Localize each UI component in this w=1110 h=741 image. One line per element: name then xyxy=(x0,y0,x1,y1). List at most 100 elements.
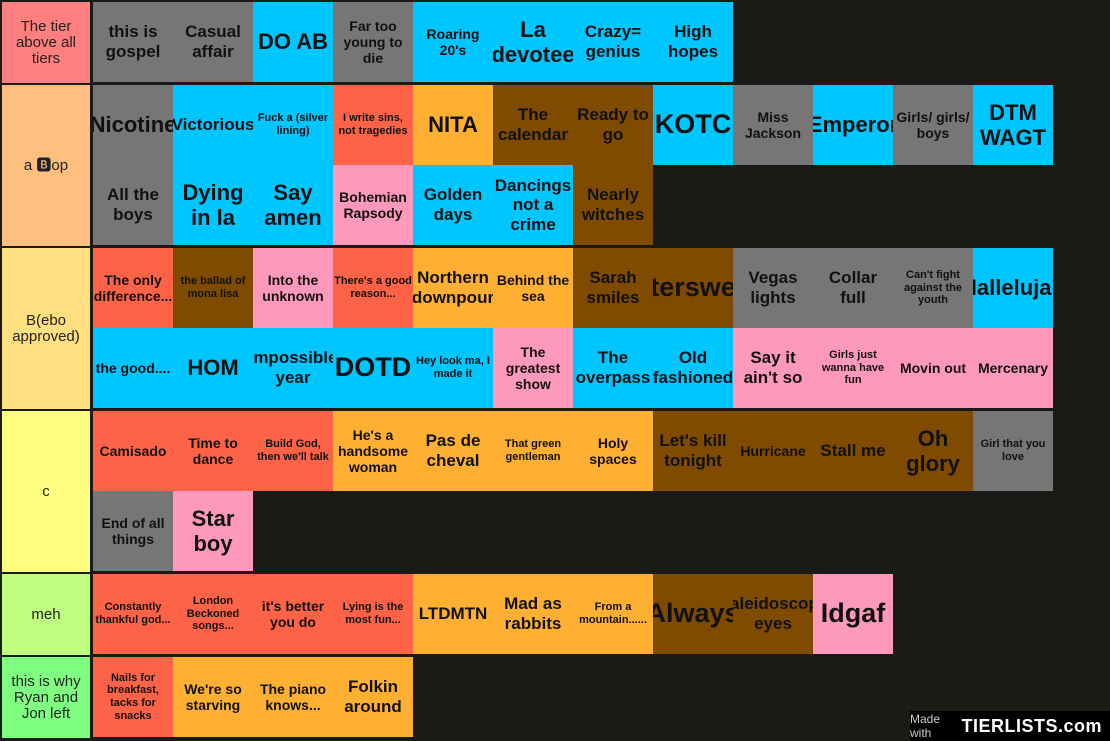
tier-items: Constantly thankful god... London Beckone… xyxy=(93,574,1110,655)
tier-items: Camisado Time to dance Build God, then we'… xyxy=(93,411,1110,572)
tier-row: this is why Ryan and Jon left Nails for b… xyxy=(0,657,1110,738)
tier-item[interactable]: LTDMTN xyxy=(413,574,493,654)
tier-item[interactable]: The piano knows... xyxy=(253,657,333,737)
tier-item[interactable]: La devotee xyxy=(493,2,573,82)
tier-items: Nicotine Victorious Fuck a (silver lining)… xyxy=(93,85,1110,246)
tier-item[interactable]: the ballad of mona lisa xyxy=(173,248,253,328)
tier-item[interactable]: Girls just wanna have fun xyxy=(813,328,893,408)
tier-item[interactable]: Girls/ girls/ boys xyxy=(893,85,973,165)
tier-item[interactable]: The only difference... xyxy=(93,248,173,328)
tier-items: this is gospel Casual affair DO AB Far too … xyxy=(93,2,1110,83)
tier-row: a 🅱op Nicotine Victorious Fuck a (silver li… xyxy=(0,85,1110,246)
tier-item[interactable]: Let's kill tonight xyxy=(653,411,733,491)
tier-item[interactable]: Mad as rabbits xyxy=(493,574,573,654)
tier-item[interactable]: From a mountain...... xyxy=(573,574,653,654)
tierlists-logo[interactable]: TIERLISTS.com xyxy=(961,715,1102,736)
tier-item[interactable]: There's a good reason... xyxy=(333,248,413,328)
tier-item[interactable]: London Beckoned songs... xyxy=(173,574,253,654)
tier-items: Nails for breakfast, tacks for snacks We'… xyxy=(93,657,1110,738)
tier-item[interactable]: Crazy= genius xyxy=(573,2,653,82)
tier-item[interactable]: Lying is the most fun... xyxy=(333,574,413,654)
tier-item[interactable]: Far too young to die xyxy=(333,2,413,82)
tier-label[interactable]: c xyxy=(2,411,90,572)
tier-item[interactable]: HOM xyxy=(173,328,253,408)
tier-item[interactable]: Constantly thankful god... xyxy=(93,574,173,654)
tier-item[interactable]: Impossible year xyxy=(253,328,333,408)
tier-item[interactable]: Star boy xyxy=(173,491,253,571)
tier-item[interactable]: Idgaf xyxy=(813,574,893,654)
tier-item[interactable]: Roaring 20's xyxy=(413,2,493,82)
tier-item[interactable]: this is gospel xyxy=(93,2,173,82)
tier-item[interactable]: Hallelujah xyxy=(973,248,1053,328)
tier-item[interactable]: Mercenary xyxy=(973,328,1053,408)
tier-item[interactable]: That green gentleman xyxy=(493,411,573,491)
tier-item[interactable]: Golden days xyxy=(413,165,493,245)
tier-item[interactable]: Old fashioned xyxy=(653,328,733,408)
tier-item[interactable]: Girl that you love xyxy=(973,411,1053,491)
made-with-text: Made with xyxy=(910,712,941,740)
tier-item[interactable]: Folkin around xyxy=(333,657,413,737)
tier-item[interactable]: Pas de cheval xyxy=(413,411,493,491)
tier-label[interactable]: a 🅱op xyxy=(2,85,90,246)
tier-item[interactable]: End of all things xyxy=(93,491,173,571)
tier-item[interactable]: Nearly witches xyxy=(573,165,653,245)
tier-item[interactable]: Kaleidoscope eyes xyxy=(733,574,813,654)
tier-item[interactable]: it's better you do xyxy=(253,574,333,654)
tier-item[interactable]: Collar full xyxy=(813,248,893,328)
tier-item[interactable]: Stall me xyxy=(813,411,893,491)
tier-item[interactable]: Victorious xyxy=(173,85,253,165)
tier-item[interactable]: KOTC xyxy=(653,85,733,165)
watermark: Made with TIERLISTS.com xyxy=(910,711,1110,741)
tier-item[interactable]: Movin out xyxy=(893,328,973,408)
tier-item[interactable]: DO AB xyxy=(253,2,333,82)
tier-row: The tier above all tiers this is gospel Ca… xyxy=(0,2,1110,83)
tier-item[interactable]: He's a handsome woman xyxy=(333,411,413,491)
tier-item[interactable]: the good.... xyxy=(93,328,173,408)
tier-item[interactable]: DOTD xyxy=(333,328,413,408)
tier-item[interactable]: The calendar xyxy=(493,85,573,165)
tier-item[interactable]: The overpass xyxy=(573,328,653,408)
tier-item[interactable]: NITA xyxy=(413,85,493,165)
tier-row: B(ebo approved) The only difference... the… xyxy=(0,248,1110,409)
tier-item[interactable]: The greatest show xyxy=(493,328,573,408)
tier-item[interactable]: Oh glory xyxy=(893,411,973,491)
tier-label[interactable]: The tier above all tiers xyxy=(2,2,90,83)
tier-item[interactable]: Casual affair xyxy=(173,2,253,82)
tier-item[interactable]: Northern downpour xyxy=(413,248,493,328)
tier-item[interactable]: Dancings not a crime xyxy=(493,165,573,245)
tier-item[interactable]: Into the unknown xyxy=(253,248,333,328)
tier-item[interactable]: We're so starving xyxy=(173,657,253,737)
tier-item[interactable]: Miss Jackson xyxy=(733,85,813,165)
tier-item[interactable]: Can't fight against the youth xyxy=(893,248,973,328)
tier-item[interactable]: Vegas lights xyxy=(733,248,813,328)
tier-item[interactable]: Always xyxy=(653,574,733,654)
tier-item[interactable]: Hurricane xyxy=(733,411,813,491)
tier-item[interactable]: Ready to go xyxy=(573,85,653,165)
tier-item[interactable]: Behind the sea xyxy=(493,248,573,328)
tier-row: meh Constantly thankful god... London Beck… xyxy=(0,574,1110,655)
tier-label[interactable]: this is why Ryan and Jon left xyxy=(2,657,90,738)
tier-item[interactable]: High hopes xyxy=(653,2,733,82)
tier-item[interactable]: I write sins, not tragedies xyxy=(333,85,413,165)
tier-item[interactable]: Holy spaces xyxy=(573,411,653,491)
tier-item[interactable]: Nicotine xyxy=(93,85,173,165)
tier-item[interactable]: All the boys xyxy=(93,165,173,245)
tier-label[interactable]: B(ebo approved) xyxy=(2,248,90,409)
tier-item[interactable]: Bohemian Rapsody xyxy=(333,165,413,245)
tier-item[interactable]: Camisado xyxy=(93,411,173,491)
tier-item[interactable]: Time to dance xyxy=(173,411,253,491)
tier-item[interactable]: Hey look ma, I made it xyxy=(413,328,493,408)
tier-item[interactable]: Emperor xyxy=(813,85,893,165)
tier-items: The only difference... the ballad of mona… xyxy=(93,248,1110,409)
tier-item[interactable]: Fuck a (silver lining) xyxy=(253,85,333,165)
tier-item[interactable]: Say amen xyxy=(253,165,333,245)
tier-item[interactable]: Nails for breakfast, tacks for snacks xyxy=(93,657,173,737)
tier-label[interactable]: meh xyxy=(2,574,90,655)
tier-item[interactable]: Dying in la xyxy=(173,165,253,245)
tier-row: c Camisado Time to dance Build God, then we… xyxy=(0,411,1110,572)
tier-item[interactable]: DTM WAGT xyxy=(973,85,1053,165)
tier-item[interactable]: Say it ain't so xyxy=(733,328,813,408)
tier-item[interactable]: Intersweet xyxy=(653,248,733,328)
tier-item[interactable]: Build God, then we'll talk xyxy=(253,411,333,491)
tier-item[interactable]: Sarah smiles xyxy=(573,248,653,328)
